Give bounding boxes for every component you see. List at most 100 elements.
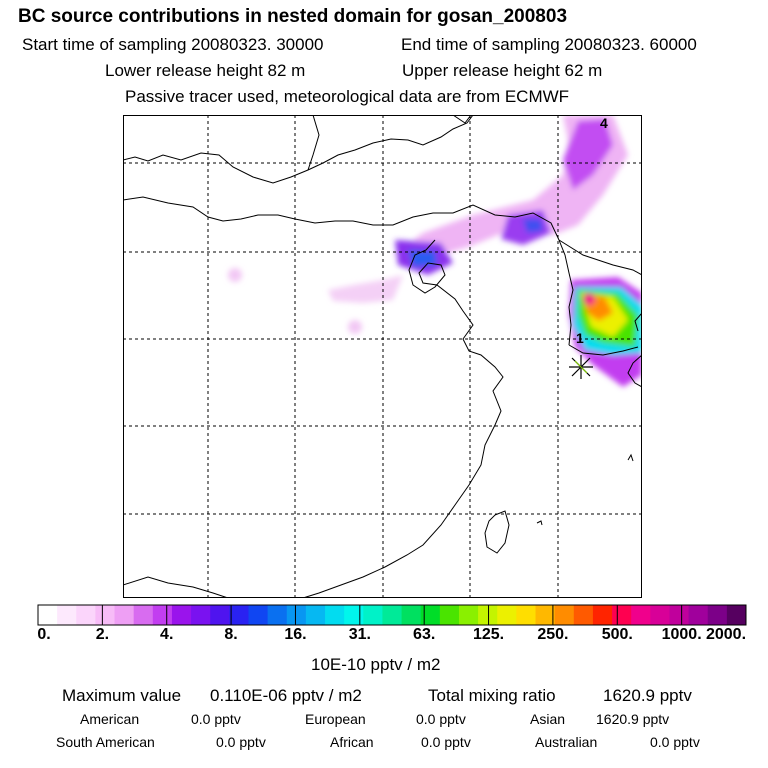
- coast-japan-kyushu: [634, 312, 642, 332]
- region-south-american-value: 0.0 pptv: [216, 734, 266, 750]
- coast-korea-west: [558, 239, 574, 346]
- colorbar-tick-label: 8.: [224, 626, 238, 643]
- colorbar-swatch: [325, 605, 345, 625]
- colorbar-swatch: [573, 605, 594, 625]
- colorbar-swatch: [210, 605, 230, 625]
- colorbar-swatch: [152, 605, 173, 625]
- region-south-american-name: South American: [56, 734, 155, 750]
- coast-south: [123, 576, 229, 598]
- colorbar-tick-label: 0.: [37, 626, 51, 643]
- total-mixing-label: Total mixing ratio: [428, 686, 556, 705]
- region-american-value: 0.0 pptv: [191, 711, 241, 727]
- region-asian-value: 1620.9 pptv: [596, 711, 670, 727]
- border-north: [307, 115, 320, 171]
- colorbar: [37, 604, 747, 626]
- coast-japan: [627, 354, 642, 388]
- island-okinawa: [627, 453, 634, 462]
- colorbar-swatch: [612, 605, 632, 625]
- colorbar-swatch: [688, 605, 709, 625]
- colorbar-swatch: [458, 605, 479, 625]
- colorbar-tick-label: 2000.: [705, 626, 747, 643]
- upper-release-label: Upper release height 62 m: [402, 61, 603, 80]
- plume-mid-core: [523, 219, 543, 233]
- colorbar-tick-label: 1000.: [661, 626, 702, 643]
- region-american-name: American: [80, 711, 140, 727]
- total-mixing-value: 1620.9 pptv: [603, 686, 692, 705]
- plume-north-core: [563, 119, 613, 190]
- colorbar-swatch: [439, 605, 460, 625]
- receptor-marker: [569, 355, 593, 379]
- coast-china-east: [302, 239, 504, 598]
- end-time-label: End time of sampling 20080323. 60000: [401, 35, 697, 54]
- island-small: [536, 520, 543, 526]
- colorbar-tick-label: 500.: [601, 626, 633, 643]
- region-european-value: 0.0 pptv: [416, 711, 466, 727]
- plume-layer: [228, 115, 642, 387]
- colorbar-swatch: [592, 605, 613, 625]
- colorbar-border: [37, 604, 747, 626]
- colorbar-swatch: [286, 605, 307, 625]
- colorbar-swatch: [38, 605, 58, 625]
- colorbar-swatch: [248, 605, 269, 625]
- colorbar-swatch: [171, 605, 192, 625]
- plume-west-core: [408, 250, 437, 267]
- map-plot: 4 1: [123, 115, 642, 598]
- coast-north-upper: [123, 196, 560, 241]
- colorbar-swatch: [631, 605, 651, 625]
- source-marker-4: 4: [600, 115, 608, 131]
- colorbar-swatch: [57, 605, 77, 625]
- plume-tail: [328, 275, 403, 303]
- coast-korea-east: [558, 239, 642, 276]
- source-marker-1: 1: [576, 330, 584, 346]
- colorbar-swatch: [516, 605, 537, 625]
- colorbar-swatch: [478, 605, 498, 625]
- colorbar-tick-label: 31.: [348, 626, 371, 643]
- colorbar-swatch: [382, 605, 403, 625]
- colorbar-tick-label: 63.: [413, 626, 436, 643]
- max-value-label: Maximum value: [62, 686, 182, 705]
- border-inner: [452, 115, 472, 124]
- coastlines: [123, 115, 642, 598]
- max-value: 0.110E-06 pptv / m2: [210, 686, 362, 705]
- tracer-note: Passive tracer used, meteorological data…: [125, 87, 570, 106]
- colorbar-swatch: [344, 605, 364, 625]
- colorbar-swatch: [95, 605, 116, 625]
- region-asian-name: Asian: [530, 711, 566, 727]
- colorbar-swatch: [363, 605, 383, 625]
- colorbar-tick-label: 4.: [160, 626, 174, 643]
- colorbar-swatch: [191, 605, 211, 625]
- region-african-value: 0.0 pptv: [421, 734, 471, 750]
- colorbar-swatch: [726, 605, 747, 625]
- colorbar-swatch: [114, 605, 135, 625]
- colorbar-swatch: [535, 605, 556, 625]
- colorbar-tick-label: 250.: [537, 626, 569, 643]
- chart-title: BC source contributions in nested domain…: [18, 6, 568, 27]
- region-african-name: African: [330, 734, 374, 750]
- colorbar-swatch: [267, 605, 288, 625]
- colorbar-swatch: [420, 605, 441, 625]
- coast-russia-north: [123, 115, 474, 184]
- region-european-name: European: [305, 711, 366, 727]
- colorbar-swatch: [76, 605, 96, 625]
- lower-release-label: Lower release height 82 m: [105, 61, 306, 80]
- taiwan: [484, 510, 510, 554]
- region-australian-value: 0.0 pptv: [650, 734, 700, 750]
- colorbar-tick-label: 2.: [95, 626, 110, 643]
- grid-lines: [123, 115, 642, 598]
- plume-korea-peak: [583, 293, 595, 305]
- colorbar-swatch: [669, 605, 690, 625]
- coast-korea-south: [568, 344, 639, 356]
- colorbar-units: 10E-10 pptv / m2: [311, 655, 441, 674]
- colorbar-swatch: [554, 605, 575, 625]
- plume-spot-1: [228, 268, 242, 282]
- plume-spot-2: [348, 320, 362, 334]
- colorbar-swatch: [707, 605, 728, 625]
- colorbar-swatch: [305, 605, 326, 625]
- region-australian-name: Australian: [535, 734, 598, 750]
- colorbar-tick-label: 16.: [284, 626, 307, 643]
- colorbar-swatch: [497, 605, 517, 625]
- colorbar-swatch: [401, 605, 422, 625]
- colorbar-tick-label: 125.: [472, 626, 505, 643]
- colorbar-swatch: [229, 605, 249, 625]
- colorbar-swatch: [650, 605, 670, 625]
